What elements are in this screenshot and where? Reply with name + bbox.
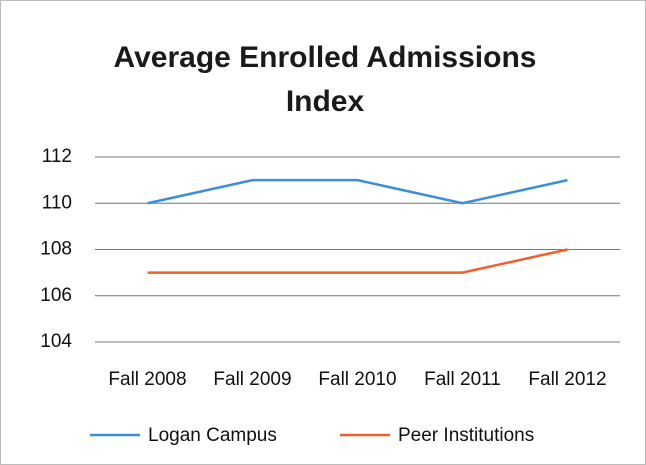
legend-label: Logan Campus xyxy=(148,425,277,446)
y-tick-label: 104 xyxy=(40,331,72,352)
y-tick-label: 110 xyxy=(42,192,72,213)
x-tick-label: Fall 2011 xyxy=(424,369,501,390)
x-tick-label: Fall 2008 xyxy=(108,369,186,390)
x-tick-label: Fall 2009 xyxy=(213,369,291,390)
chart-title: Average Enrolled Admissions Index xyxy=(113,41,537,118)
y-tick-label: 108 xyxy=(40,239,72,260)
series-line xyxy=(147,248,568,274)
x-tick-label: Fall 2012 xyxy=(528,369,606,390)
legend-label: Peer Institutions xyxy=(398,425,534,446)
y-tick-label: 112 xyxy=(42,146,72,167)
x-tick-label: Fall 2010 xyxy=(318,369,396,390)
series-line xyxy=(147,178,568,205)
y-tick-label: 106 xyxy=(40,285,72,306)
